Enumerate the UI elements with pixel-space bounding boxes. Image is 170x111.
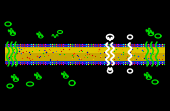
Bar bbox=[5, 48, 165, 53]
Bar bbox=[5, 44, 165, 47]
Bar bbox=[5, 61, 165, 64]
Bar bbox=[5, 63, 165, 64]
Bar bbox=[5, 47, 165, 61]
Bar bbox=[5, 45, 165, 46]
